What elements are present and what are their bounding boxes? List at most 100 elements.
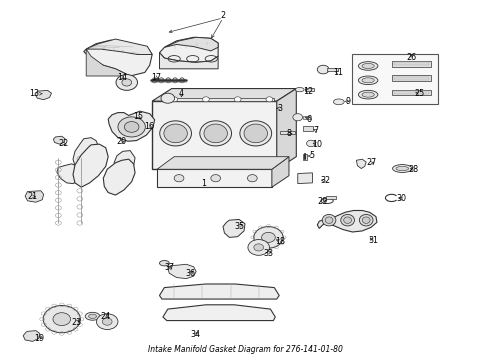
Text: 1: 1 bbox=[201, 179, 206, 188]
Text: 34: 34 bbox=[190, 330, 200, 339]
Circle shape bbox=[247, 175, 257, 182]
Bar bbox=[326, 196, 336, 199]
Polygon shape bbox=[114, 150, 135, 174]
Circle shape bbox=[318, 65, 329, 74]
Text: 35: 35 bbox=[234, 222, 244, 231]
Ellipse shape bbox=[200, 121, 232, 146]
Text: 16: 16 bbox=[144, 122, 154, 131]
Text: 4: 4 bbox=[179, 89, 184, 98]
Ellipse shape bbox=[244, 124, 268, 143]
Text: 10: 10 bbox=[312, 140, 322, 149]
Text: 19: 19 bbox=[34, 334, 44, 343]
Ellipse shape bbox=[358, 90, 378, 99]
Ellipse shape bbox=[396, 166, 409, 171]
Circle shape bbox=[116, 75, 138, 90]
Ellipse shape bbox=[362, 63, 374, 68]
Ellipse shape bbox=[392, 165, 412, 172]
Bar bbox=[392, 90, 431, 95]
Polygon shape bbox=[169, 98, 274, 101]
Text: 7: 7 bbox=[313, 126, 318, 135]
Circle shape bbox=[307, 140, 316, 147]
Ellipse shape bbox=[341, 215, 354, 226]
Ellipse shape bbox=[358, 76, 378, 85]
Text: 14: 14 bbox=[117, 73, 127, 82]
Ellipse shape bbox=[204, 124, 227, 143]
Polygon shape bbox=[159, 284, 279, 299]
Text: 23: 23 bbox=[72, 318, 81, 327]
Text: 29: 29 bbox=[317, 197, 327, 206]
Polygon shape bbox=[23, 330, 40, 341]
Ellipse shape bbox=[152, 78, 157, 83]
Text: 33: 33 bbox=[264, 249, 273, 258]
Text: 24: 24 bbox=[100, 312, 111, 321]
Polygon shape bbox=[152, 89, 296, 101]
Text: 13: 13 bbox=[29, 89, 39, 98]
Circle shape bbox=[266, 97, 273, 102]
Text: 21: 21 bbox=[27, 192, 38, 201]
Ellipse shape bbox=[358, 62, 378, 70]
Ellipse shape bbox=[240, 121, 271, 146]
Polygon shape bbox=[298, 173, 313, 184]
Text: 18: 18 bbox=[275, 237, 285, 246]
Text: 37: 37 bbox=[164, 263, 174, 272]
Circle shape bbox=[43, 306, 80, 333]
Polygon shape bbox=[356, 159, 366, 168]
Polygon shape bbox=[73, 144, 108, 187]
Ellipse shape bbox=[179, 78, 184, 83]
Circle shape bbox=[171, 97, 177, 102]
Text: 25: 25 bbox=[415, 89, 425, 98]
Bar bbox=[392, 61, 431, 67]
Circle shape bbox=[293, 114, 303, 121]
Text: 32: 32 bbox=[320, 176, 331, 185]
Polygon shape bbox=[157, 169, 272, 187]
Bar bbox=[393, 91, 429, 94]
Polygon shape bbox=[159, 53, 218, 69]
Circle shape bbox=[254, 226, 283, 248]
Circle shape bbox=[102, 318, 112, 325]
Ellipse shape bbox=[85, 312, 100, 320]
Polygon shape bbox=[223, 220, 245, 237]
Ellipse shape bbox=[362, 78, 374, 83]
Bar bbox=[393, 77, 429, 80]
Polygon shape bbox=[152, 101, 277, 169]
Ellipse shape bbox=[359, 215, 373, 226]
Bar bbox=[352, 54, 438, 104]
Circle shape bbox=[53, 313, 71, 325]
Bar bbox=[327, 68, 338, 71]
Circle shape bbox=[211, 175, 220, 182]
Text: 8: 8 bbox=[287, 129, 292, 138]
Ellipse shape bbox=[164, 124, 187, 143]
Text: 26: 26 bbox=[406, 53, 416, 62]
Circle shape bbox=[118, 117, 146, 137]
Ellipse shape bbox=[333, 99, 344, 105]
Polygon shape bbox=[318, 211, 377, 232]
Text: 22: 22 bbox=[58, 139, 69, 148]
Circle shape bbox=[174, 175, 184, 182]
Circle shape bbox=[248, 239, 270, 255]
Polygon shape bbox=[277, 89, 296, 169]
Circle shape bbox=[161, 93, 174, 103]
Ellipse shape bbox=[159, 261, 169, 266]
Text: 17: 17 bbox=[151, 73, 161, 82]
Text: 20: 20 bbox=[117, 138, 127, 147]
Polygon shape bbox=[103, 159, 135, 195]
Polygon shape bbox=[84, 40, 152, 76]
Bar bbox=[305, 88, 315, 91]
Text: 30: 30 bbox=[396, 194, 406, 203]
Polygon shape bbox=[108, 111, 155, 141]
Polygon shape bbox=[57, 164, 81, 184]
Text: 5: 5 bbox=[309, 152, 315, 161]
Bar bbox=[392, 75, 431, 81]
Bar bbox=[280, 131, 295, 134]
Bar bbox=[303, 126, 314, 131]
Circle shape bbox=[97, 314, 118, 329]
Bar bbox=[393, 62, 429, 65]
Ellipse shape bbox=[160, 121, 192, 146]
Bar bbox=[303, 116, 312, 119]
Ellipse shape bbox=[295, 87, 304, 92]
Text: 28: 28 bbox=[409, 165, 418, 174]
Ellipse shape bbox=[362, 92, 374, 97]
Ellipse shape bbox=[159, 78, 164, 83]
Polygon shape bbox=[163, 305, 275, 320]
Text: 12: 12 bbox=[303, 86, 314, 95]
